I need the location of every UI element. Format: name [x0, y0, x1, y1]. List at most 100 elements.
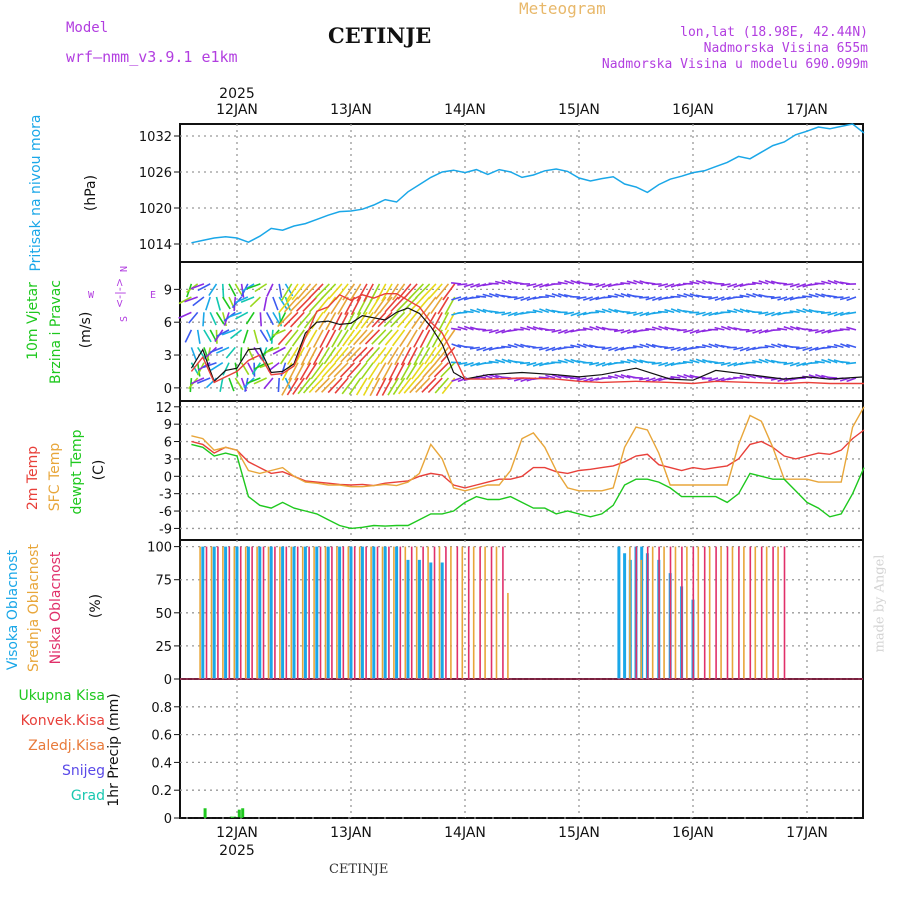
x-tick-label-bottom: 16JAN: [672, 825, 714, 841]
wind-barb: [845, 311, 857, 315]
wind-barb: [727, 361, 738, 367]
wind-barb: [289, 296, 305, 312]
precip-y-tick-label: 0.2: [151, 784, 172, 799]
wind-barb: [783, 283, 794, 286]
wind-barb: [373, 296, 387, 314]
wind-barb: [526, 296, 537, 301]
wind-barb: [300, 347, 312, 366]
wind-barb: [701, 377, 712, 380]
temperature-y-tick-label: 6: [164, 436, 172, 451]
wind-barb: [708, 377, 719, 382]
wind-barb: [386, 283, 399, 302]
wind-barb: [202, 312, 205, 327]
wind-barb: [333, 362, 349, 378]
wind-barb: [827, 345, 838, 349]
wind-barb: [501, 279, 512, 285]
wind-barb: [415, 296, 431, 313]
wind-barb: [323, 346, 337, 365]
wind-barb: [418, 346, 431, 366]
wind-barb: [476, 308, 487, 314]
x-tick-label-bottom: 13JAN: [330, 825, 372, 841]
wind-barb: [457, 361, 468, 366]
wind-barb: [739, 294, 750, 298]
wind-barb: [702, 311, 713, 317]
wind-barb: [677, 346, 688, 352]
wind-barb: [557, 281, 568, 285]
wind-line-mean: [190, 293, 864, 385]
wind-barb: [394, 346, 406, 366]
wind-barb: [633, 358, 644, 364]
wind-y-tick-label: 0: [164, 382, 172, 397]
wind-barb: [614, 346, 625, 352]
wind-barb: [846, 361, 857, 365]
wind-barb: [390, 296, 406, 313]
wind-barb: [771, 311, 782, 317]
lonlat-label: lon,lat (18.98E, 42.44N): [680, 25, 868, 40]
wind-barb: [802, 346, 813, 352]
wind-barb: [720, 283, 731, 287]
wind-barb: [814, 310, 825, 314]
wind-barb: [230, 329, 243, 340]
wind-barb: [394, 362, 406, 381]
wind-barb: [423, 296, 437, 314]
wind-y-tick-label: 6: [164, 316, 172, 331]
wind-barb: [342, 329, 356, 347]
wind-barb: [297, 377, 312, 395]
wind-barb: [440, 346, 456, 363]
wind-barb: [620, 360, 631, 364]
wind-barb: [771, 343, 782, 349]
wind-barb: [839, 328, 850, 331]
wind-barb: [215, 346, 230, 354]
wind-barb: [371, 329, 387, 345]
wind-barb: [727, 283, 738, 288]
wind-barb: [403, 377, 418, 394]
wind-barb: [670, 308, 681, 314]
wind-barb: [501, 345, 512, 349]
wind-barb: [286, 377, 299, 396]
wind-barb: [309, 296, 324, 313]
wind-barb: [350, 296, 362, 316]
wind-barb: [355, 311, 368, 330]
precip-frame: [179, 678, 864, 819]
wind-barb: [346, 362, 362, 379]
wind-barb: [846, 296, 857, 302]
wind-barb: [620, 310, 631, 314]
wind-barb: [564, 329, 575, 334]
wind-barb: [633, 311, 644, 316]
pressure-y-tick-label: 1020: [139, 202, 172, 217]
wind-barb: [228, 377, 235, 392]
temp-line-2: [191, 443, 865, 530]
wind-barb: [215, 311, 225, 325]
precip-y-tick-label: 0.4: [151, 756, 172, 771]
wind-barb: [457, 296, 468, 302]
wind-barb: [315, 362, 330, 379]
wind-barb: [833, 280, 844, 285]
wind-barb: [639, 329, 650, 332]
wind-barb: [727, 325, 738, 331]
wind-barb: [488, 360, 499, 364]
pressure-axis-label: Pritisak na nivou mora: [28, 114, 44, 271]
wind-barb: [595, 361, 606, 367]
wind-barb: [645, 327, 656, 331]
wind-barb: [739, 374, 750, 379]
wind-barb: [397, 311, 412, 328]
wind-barb: [651, 377, 662, 383]
wind-barb: [291, 329, 305, 347]
temp-line-0: [191, 429, 865, 489]
wind-barb: [783, 311, 794, 314]
wind-barb: [381, 283, 393, 302]
wind-barb: [526, 361, 537, 367]
wind-line-max: [190, 307, 865, 383]
wind-barb: [234, 296, 249, 304]
wind-barb: [626, 280, 637, 285]
wind-barb: [442, 283, 456, 301]
wind-barb: [411, 362, 425, 380]
wind-barb: [329, 346, 343, 364]
wind-barb: [325, 329, 337, 348]
wind-barb: [846, 343, 857, 349]
wind-barb: [789, 310, 800, 314]
wind-barb: [234, 377, 244, 391]
wind-barb: [435, 283, 450, 300]
wind-unit-label: (m/s): [78, 312, 94, 349]
wind-barb: [726, 309, 738, 314]
